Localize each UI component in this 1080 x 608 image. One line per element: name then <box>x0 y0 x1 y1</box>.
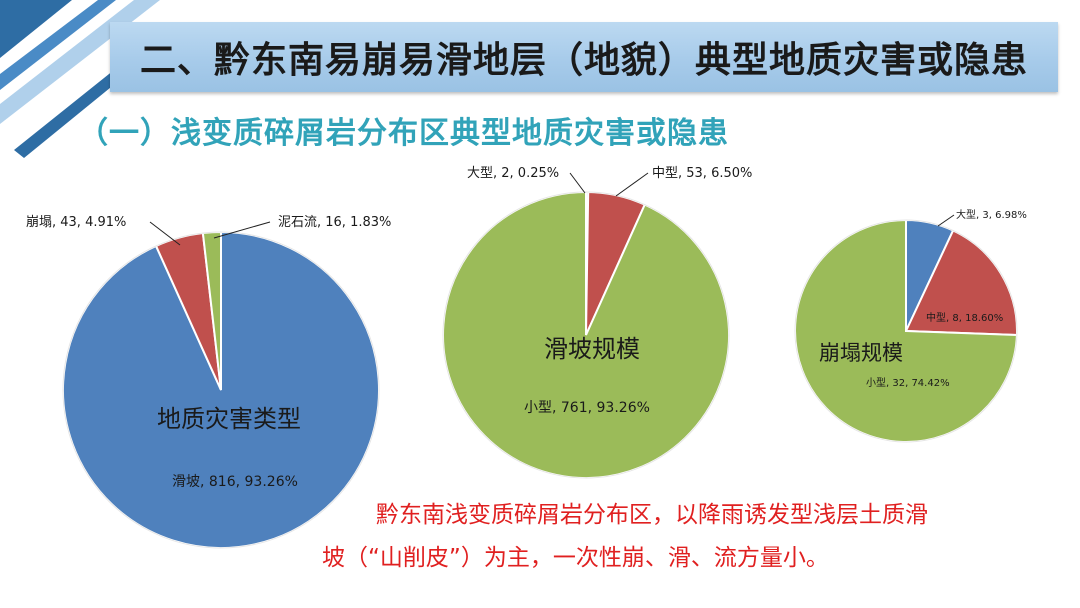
data-label-2-2: 中型, 53, 6.50% <box>652 166 752 181</box>
data-label-2-3: 小型, 761, 93.26% <box>524 400 650 416</box>
leader-line-2-2 <box>615 172 649 197</box>
pie-outline-2 <box>442 191 730 479</box>
note-line-1: 黔东南浅变质碎屑岩分布区，以降雨诱发型浅层土质滑 <box>376 502 928 528</box>
pie-outline-3 <box>794 219 1018 443</box>
pie-chart-2: 大型, 2, 0.25% 中型, 53, 6.50% 小型, 761, 93.26%… <box>442 166 752 479</box>
data-label-2-1: 大型, 2, 0.25% <box>467 166 559 181</box>
data-label-3-2: 中型, 8, 18.60% <box>926 311 1003 324</box>
data-label-1-2: 崩塌, 43, 4.91% <box>26 215 126 230</box>
leader-line-2-1 <box>569 172 586 194</box>
section-subtitle: （一）浅变质碎屑岩分布区典型地质灾害或隐患 <box>78 116 729 151</box>
page-title: 二、黔东南易崩易滑地层（地貌）典型地质灾害或隐患 <box>139 40 1028 81</box>
leader-line-1-3 <box>213 221 271 239</box>
data-label-3-3: 小型, 32, 74.42% <box>866 376 950 389</box>
corner-decoration <box>0 0 160 158</box>
leader-line-1-2 <box>149 221 181 246</box>
pie-outline-1 <box>62 231 380 549</box>
chart-title-3: 崩塌规模 <box>819 341 903 365</box>
leader-line-3-1 <box>937 214 955 227</box>
data-label-1-3: 泥石流, 16, 1.83% <box>278 215 391 230</box>
note-line-2: 坡（“山削皮”）为主，一次性崩、滑、流方量小。 <box>322 545 829 571</box>
chart-title-1: 地质灾害类型 <box>157 405 301 433</box>
pie-chart-3: 大型, 3, 6.98% 中型, 8, 18.60% 小型, 32, 74.42% 崩… <box>794 208 1027 443</box>
data-label-1-1: 滑坡, 816, 93.26% <box>172 473 298 490</box>
pie-chart-1: 滑坡, 816, 93.26% 崩塌, 43, 4.91% 泥石流, 16, 1.8… <box>26 215 391 549</box>
chart-title-2: 滑坡规模 <box>544 335 640 363</box>
data-label-3-1: 大型, 3, 6.98% <box>956 208 1027 221</box>
title-bar: 二、黔东南易崩易滑地层（地貌）典型地质灾害或隐患 <box>110 22 1058 92</box>
